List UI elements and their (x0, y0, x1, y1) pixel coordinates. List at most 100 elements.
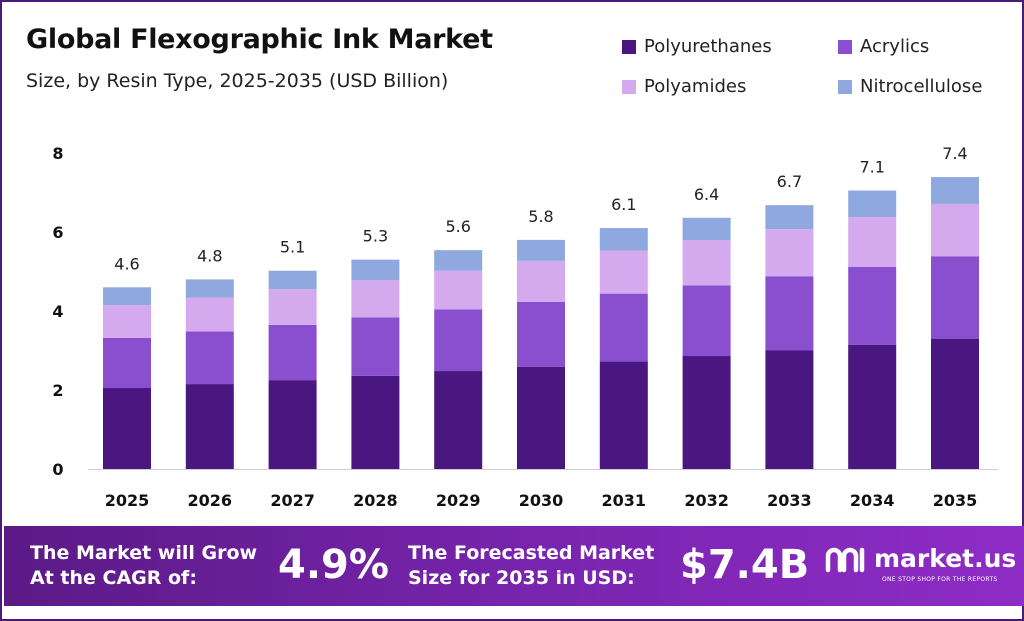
total-label: 5.3 (363, 227, 388, 246)
bar-acrylics-2030 (517, 301, 565, 367)
legend-label: Polyurethanes (644, 36, 772, 57)
x-tick-label: 2026 (188, 491, 233, 510)
bar-acrylics-2032 (682, 285, 731, 357)
bar-polyamides-2028 (351, 280, 400, 318)
x-tick-label: 2028 (353, 491, 398, 510)
bar-nitrocellulose-2025 (103, 287, 151, 306)
y-tick-label: 2 (52, 381, 63, 400)
legend-swatch (838, 79, 852, 94)
bar-polyamides-2033 (765, 229, 814, 277)
x-tick-label: 2029 (436, 491, 481, 510)
total-label: 4.8 (197, 246, 222, 265)
bar-acrylics-2025 (103, 337, 151, 389)
total-label: 4.6 (114, 254, 139, 273)
bar-nitrocellulose-2034 (848, 190, 897, 217)
bar-acrylics-2034 (848, 266, 897, 345)
x-tick-label: 2033 (767, 491, 812, 510)
bar-nitrocellulose-2026 (185, 279, 234, 298)
total-label: 6.1 (611, 195, 636, 214)
bar-polyurethanes-2028 (351, 375, 400, 469)
total-label: 7.1 (859, 158, 884, 177)
bar-polyamides-2025 (103, 305, 151, 338)
y-tick-label: 4 (52, 302, 63, 321)
legend-swatch (622, 39, 636, 54)
cagr-label-line2: At the CAGR of: (30, 567, 197, 589)
x-tick-label: 2034 (850, 491, 895, 510)
bar-polyamides-2035 (931, 203, 979, 257)
bar-nitrocellulose-2033 (765, 205, 814, 230)
bar-acrylics-2029 (434, 309, 483, 372)
legend-swatch (838, 39, 852, 54)
total-label: 5.1 (280, 238, 305, 257)
legend-item-polyamides: Polyamides (622, 76, 746, 97)
y-tick-label: 6 (52, 223, 63, 242)
legend-label: Polyamides (644, 76, 747, 97)
total-label: 6.7 (777, 172, 802, 191)
bar-polyamides-2029 (434, 270, 483, 310)
y-tick-label: 0 (52, 460, 63, 479)
bar-acrylics-2027 (268, 324, 317, 381)
bar-nitrocellulose-2035 (931, 177, 979, 204)
bar-polyamides-2030 (517, 260, 565, 302)
bar-nitrocellulose-2032 (682, 217, 731, 241)
x-tick-label: 2035 (933, 491, 978, 510)
total-label: 5.8 (528, 207, 553, 226)
legend-item-acrylics: Acrylics (838, 36, 929, 57)
x-tick-label: 2030 (519, 491, 564, 510)
chart-legend: Polyurethanes Acrylics Polyamides Nitroc… (622, 32, 1012, 112)
bar-polyamides-2032 (682, 240, 731, 286)
y-tick-label: 8 (52, 144, 63, 163)
market-us-logo: market.us (824, 544, 1016, 574)
bar-polyurethanes-2029 (434, 371, 483, 469)
bar-polyurethanes-2026 (185, 384, 234, 469)
x-tick-label: 2032 (684, 491, 729, 510)
bar-polyurethanes-2034 (848, 344, 897, 469)
bar-nitrocellulose-2027 (268, 270, 317, 290)
bar-polyamides-2031 (599, 250, 648, 294)
bar-polyurethanes-2030 (517, 366, 565, 469)
bar-nitrocellulose-2028 (351, 259, 400, 281)
bar-nitrocellulose-2029 (434, 250, 483, 271)
bar-nitrocellulose-2030 (517, 239, 565, 261)
x-tick-label: 2025 (105, 491, 150, 510)
forecast-label-line2: Size for 2035 in USD: (408, 567, 635, 589)
bar-polyurethanes-2025 (103, 388, 151, 469)
legend-item-nitrocellulose: Nitrocellulose (838, 76, 982, 97)
bar-polyamides-2026 (185, 297, 234, 332)
logo-tagline: ONE STOP SHOP FOR THE REPORTS (882, 576, 998, 583)
total-label: 6.4 (694, 185, 719, 204)
legend-swatch (622, 79, 636, 94)
total-label: 7.4 (942, 144, 967, 163)
bar-polyurethanes-2035 (931, 338, 979, 469)
forecast-label-line1: The Forecasted Market (408, 542, 655, 564)
legend-label: Acrylics (860, 36, 930, 57)
bar-acrylics-2028 (351, 317, 400, 376)
logo-name: market.us (874, 544, 1017, 573)
bar-polyurethanes-2027 (268, 380, 317, 469)
bar-polyamides-2034 (848, 216, 897, 267)
cagr-value: 4.9% (278, 542, 389, 588)
forecast-value: $7.4B (680, 542, 810, 588)
market-us-logo-icon (825, 547, 865, 573)
bar-polyamides-2027 (268, 289, 317, 325)
cagr-label: The Market will Grow At the CAGR of: (30, 541, 257, 591)
x-tick-label: 2027 (270, 491, 315, 510)
summary-banner: The Market will Grow At the CAGR of: 4.9… (4, 526, 1024, 606)
bar-polyurethanes-2031 (599, 361, 648, 469)
bar-acrylics-2026 (185, 331, 234, 385)
legend-label: Nitrocellulose (860, 76, 983, 97)
bar-polyurethanes-2033 (765, 350, 814, 469)
legend-item-polyurethanes: Polyurethanes (622, 36, 772, 57)
bar-nitrocellulose-2031 (599, 228, 648, 251)
total-label: 5.6 (445, 217, 470, 236)
bar-acrylics-2033 (765, 276, 814, 351)
x-tick-label: 2031 (602, 491, 647, 510)
bar-acrylics-2031 (599, 293, 648, 362)
chart-subtitle: Size, by Resin Type, 2025-2035 (USD Bill… (26, 70, 449, 92)
cagr-label-line1: The Market will Grow (30, 542, 258, 564)
bar-acrylics-2035 (931, 256, 979, 339)
stacked-bar-chart: 0 2 4 6 8 4.6 2025 4.8 2026 5.1 2027 5.3 2028 5.6 2029… (52, 144, 998, 510)
bar-polyurethanes-2032 (682, 356, 731, 469)
forecast-label: The Forecasted Market Size for 2035 in U… (408, 541, 654, 591)
